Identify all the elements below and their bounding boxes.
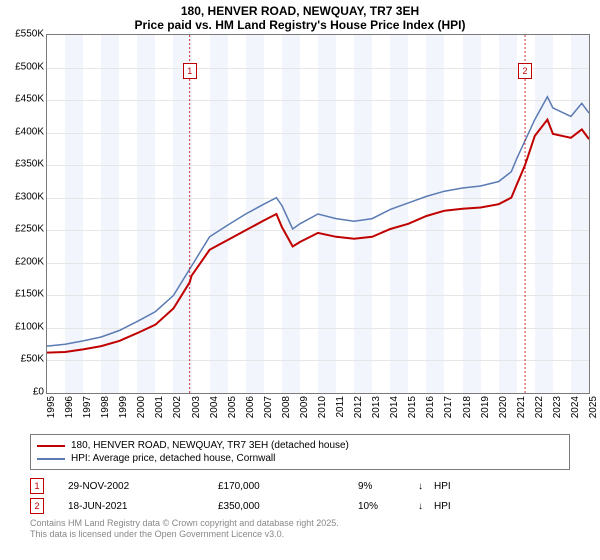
x-tick-label: 2015	[407, 396, 418, 418]
transaction-date: 18-JUN-2021	[68, 501, 218, 512]
down-arrow-icon: ↓	[418, 501, 434, 512]
x-tick-label: 1999	[118, 396, 129, 418]
attribution-line: This data is licensed under the Open Gov…	[30, 529, 600, 540]
attribution: Contains HM Land Registry data © Crown c…	[30, 518, 600, 541]
x-tick-label: 2004	[209, 396, 220, 418]
chart-svg	[47, 35, 589, 393]
marker-badge: 1	[30, 478, 44, 494]
x-tick-label: 2016	[425, 396, 436, 418]
transactions-table: 1 29-NOV-2002£170,0009%↓HPI 2 18-JUN-2021£3…	[30, 476, 570, 516]
y-tick-label: £350K	[15, 159, 44, 170]
y-tick-label: £50K	[21, 354, 44, 365]
x-tick-label: 2007	[263, 396, 274, 418]
down-arrow-icon: ↓	[418, 481, 434, 492]
y-tick-label: £0	[33, 387, 44, 398]
x-tick-label: 2003	[191, 396, 202, 418]
y-tick-label: £450K	[15, 94, 44, 105]
x-axis: 1995 1996 1997 1998 1999 2000 2001 2002 2003 2004…	[46, 394, 590, 434]
x-tick-label: 2024	[570, 396, 581, 418]
x-tick-label: 1995	[46, 396, 57, 418]
transaction-pct: 9%	[358, 481, 418, 492]
x-tick-label: 2006	[245, 396, 256, 418]
y-axis: £0£50K£100K£150K£200K£250K£300K£350K£400…	[0, 34, 46, 394]
x-tick-label: 2023	[552, 396, 563, 418]
marker-badge: 2	[518, 63, 532, 79]
marker-badge: 1	[183, 63, 197, 79]
x-tick-label: 2021	[516, 396, 527, 418]
legend-item: 180, HENVER ROAD, NEWQUAY, TR7 3EH (deta…	[37, 439, 563, 452]
x-tick-label: 2009	[299, 396, 310, 418]
attribution-line: Contains HM Land Registry data © Crown c…	[30, 518, 600, 529]
transaction-price: £350,000	[218, 501, 358, 512]
y-tick-label: £400K	[15, 126, 44, 137]
x-tick-label: 2017	[443, 396, 454, 418]
x-tick-label: 2008	[281, 396, 292, 418]
x-tick-label: 2020	[498, 396, 509, 418]
y-tick-label: £150K	[15, 289, 44, 300]
x-tick-label: 2000	[136, 396, 147, 418]
marker-badge: 2	[30, 498, 44, 514]
chart: £0 £50K £100K £150K £200K £250K £300K £350K £400…	[0, 34, 600, 434]
series-line	[47, 97, 589, 346]
transaction-pct: 10%	[358, 501, 418, 512]
x-tick-label: 2022	[534, 396, 545, 418]
x-tick-label: 2011	[335, 396, 346, 418]
page-subtitle: Price paid vs. HM Land Registry's House …	[0, 18, 600, 34]
plot-area: 12	[46, 34, 590, 394]
y-tick-label: £250K	[15, 224, 44, 235]
x-tick-label: 2001	[154, 396, 165, 418]
x-tick-label: 2012	[353, 396, 364, 418]
y-tick-label: £550K	[15, 29, 44, 40]
legend: 180, HENVER ROAD, NEWQUAY, TR7 3EH (deta…	[30, 434, 570, 470]
y-tick-label: £100K	[15, 321, 44, 332]
x-tick-label: 1998	[100, 396, 111, 418]
x-tick-label: 2005	[227, 396, 238, 418]
y-tick-label: £300K	[15, 191, 44, 202]
legend-swatch	[37, 445, 65, 447]
x-tick-label: 1997	[82, 396, 93, 418]
transaction-row: 1 29-NOV-2002£170,0009%↓HPI	[30, 476, 570, 496]
x-tick-label: 2002	[172, 396, 183, 418]
series-line	[47, 120, 589, 353]
transaction-date: 29-NOV-2002	[68, 481, 218, 492]
x-tick-label: 2025	[588, 396, 599, 418]
transaction-suffix: HPI	[434, 481, 451, 492]
transaction-price: £170,000	[218, 481, 358, 492]
y-tick-label: £500K	[15, 61, 44, 72]
legend-label: HPI: Average price, detached house, Corn…	[71, 453, 275, 464]
page-title: 180, HENVER ROAD, NEWQUAY, TR7 3EH	[0, 0, 600, 18]
legend-item: HPI: Average price, detached house, Corn…	[37, 452, 563, 465]
x-tick-label: 2010	[317, 396, 328, 418]
transaction-row: 2 18-JUN-2021£350,00010%↓HPI	[30, 496, 570, 516]
x-tick-label: 2014	[389, 396, 400, 418]
transaction-suffix: HPI	[434, 501, 451, 512]
x-tick-label: 1996	[64, 396, 75, 418]
legend-label: 180, HENVER ROAD, NEWQUAY, TR7 3EH (deta…	[71, 440, 349, 451]
legend-swatch	[37, 458, 65, 460]
x-tick-label: 2019	[480, 396, 491, 418]
y-tick-label: £200K	[15, 256, 44, 267]
x-tick-label: 2018	[462, 396, 473, 418]
x-tick-label: 2013	[371, 396, 382, 418]
